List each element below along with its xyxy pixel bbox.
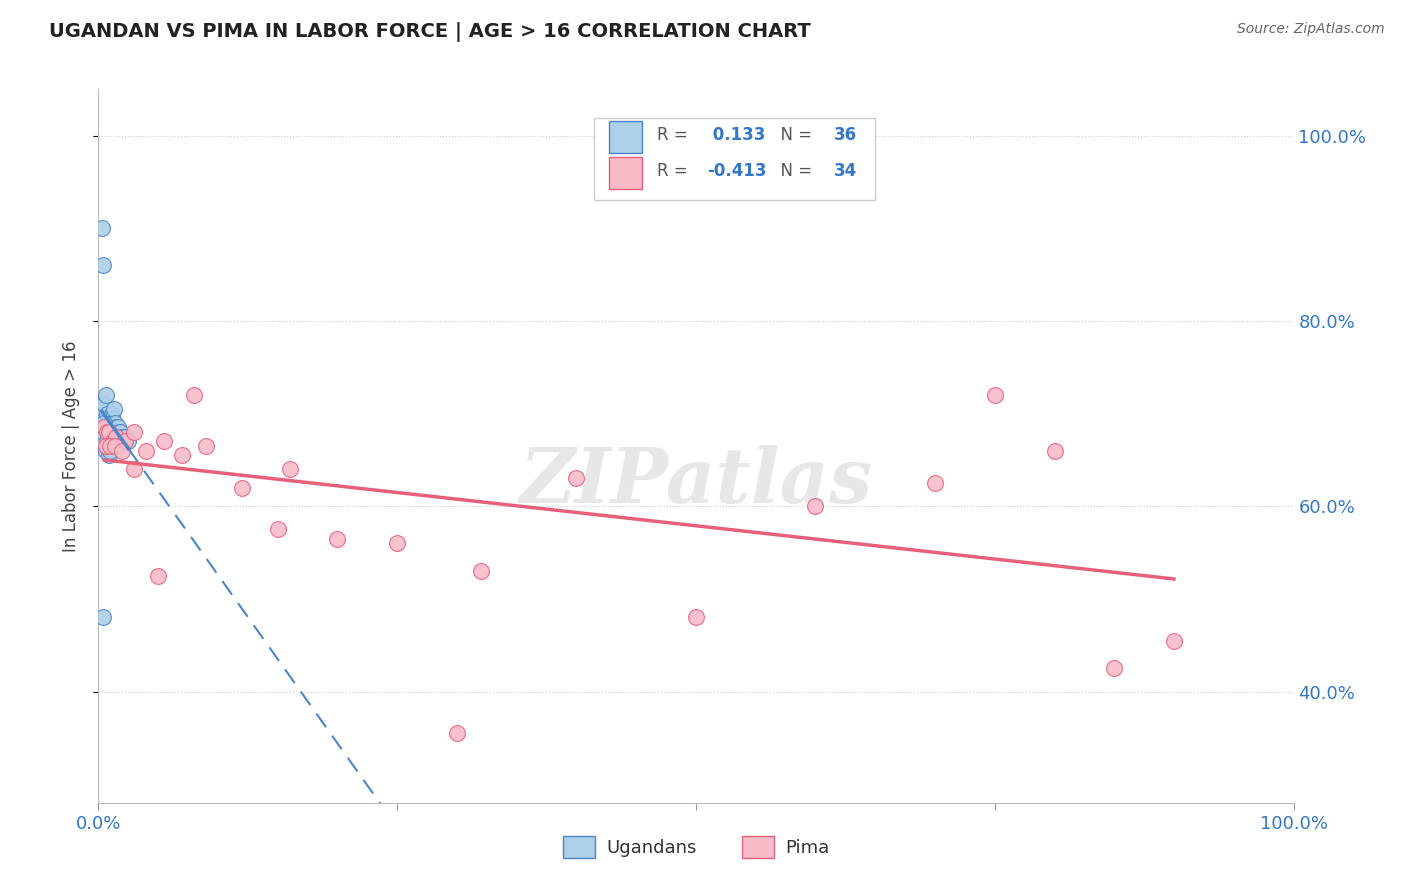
- Point: [267, 523, 290, 537]
- Point: [108, 439, 131, 453]
- Text: -0.413: -0.413: [707, 162, 766, 180]
- Point: [101, 434, 124, 449]
- Text: 36: 36: [834, 127, 856, 145]
- FancyBboxPatch shape: [609, 157, 643, 189]
- Point: [91, 610, 114, 624]
- Point: [98, 443, 122, 458]
- Point: [94, 388, 117, 402]
- Point: [565, 471, 588, 485]
- Point: [96, 425, 118, 439]
- Point: [685, 610, 707, 624]
- Y-axis label: In Labor Force | Age > 16: In Labor Force | Age > 16: [62, 340, 80, 552]
- Text: N =: N =: [770, 162, 817, 180]
- Point: [114, 430, 136, 444]
- Point: [107, 420, 129, 434]
- Point: [107, 425, 129, 439]
- Point: [108, 425, 131, 439]
- Point: [231, 481, 253, 495]
- Point: [94, 443, 117, 458]
- Text: 0.133: 0.133: [707, 127, 765, 145]
- Text: N =: N =: [770, 127, 817, 145]
- Point: [96, 407, 118, 421]
- Point: [101, 416, 124, 430]
- Point: [385, 536, 409, 550]
- Point: [93, 397, 115, 411]
- FancyBboxPatch shape: [595, 118, 875, 200]
- Legend: Ugandans, Pima: Ugandans, Pima: [555, 829, 837, 865]
- Point: [135, 443, 157, 458]
- Point: [98, 425, 121, 439]
- Point: [183, 388, 205, 402]
- Point: [98, 448, 121, 462]
- Point: [1102, 661, 1125, 675]
- Point: [94, 439, 117, 453]
- Point: [446, 726, 468, 740]
- Text: R =: R =: [657, 127, 693, 145]
- Point: [172, 448, 194, 462]
- Point: [124, 425, 146, 439]
- Point: [924, 476, 946, 491]
- Point: [98, 420, 122, 434]
- Point: [984, 388, 1007, 402]
- Point: [105, 420, 128, 434]
- Text: 34: 34: [834, 162, 856, 180]
- Point: [148, 568, 170, 582]
- Text: R =: R =: [657, 162, 693, 180]
- Point: [91, 425, 114, 439]
- Point: [114, 434, 136, 449]
- Text: Source: ZipAtlas.com: Source: ZipAtlas.com: [1237, 22, 1385, 37]
- Point: [111, 430, 134, 444]
- FancyBboxPatch shape: [609, 121, 643, 153]
- Point: [91, 221, 114, 235]
- Point: [124, 462, 146, 476]
- Point: [1163, 633, 1185, 648]
- Point: [104, 439, 127, 453]
- Point: [278, 462, 301, 476]
- Point: [104, 416, 127, 430]
- Point: [98, 425, 121, 439]
- Point: [97, 430, 120, 444]
- Point: [91, 401, 114, 416]
- Point: [98, 439, 122, 453]
- Point: [117, 434, 139, 449]
- Point: [111, 443, 134, 458]
- Point: [194, 439, 218, 453]
- Point: [153, 434, 176, 449]
- Point: [94, 420, 117, 434]
- Point: [103, 401, 125, 416]
- Point: [1043, 443, 1066, 458]
- Point: [804, 500, 827, 514]
- Point: [97, 420, 120, 434]
- Point: [91, 258, 114, 272]
- Point: [105, 430, 128, 444]
- Point: [101, 420, 124, 434]
- Point: [93, 420, 115, 434]
- Point: [100, 407, 122, 421]
- Point: [91, 420, 114, 434]
- Point: [96, 416, 118, 430]
- Point: [98, 416, 121, 430]
- Point: [97, 439, 120, 453]
- Point: [98, 425, 122, 439]
- Point: [326, 532, 349, 546]
- Point: [100, 411, 122, 425]
- Text: UGANDAN VS PIMA IN LABOR FORCE | AGE > 16 CORRELATION CHART: UGANDAN VS PIMA IN LABOR FORCE | AGE > 1…: [49, 22, 811, 42]
- Point: [470, 564, 492, 578]
- Text: ZIPatlas: ZIPatlas: [519, 445, 873, 518]
- Point: [96, 434, 118, 449]
- Point: [93, 416, 115, 430]
